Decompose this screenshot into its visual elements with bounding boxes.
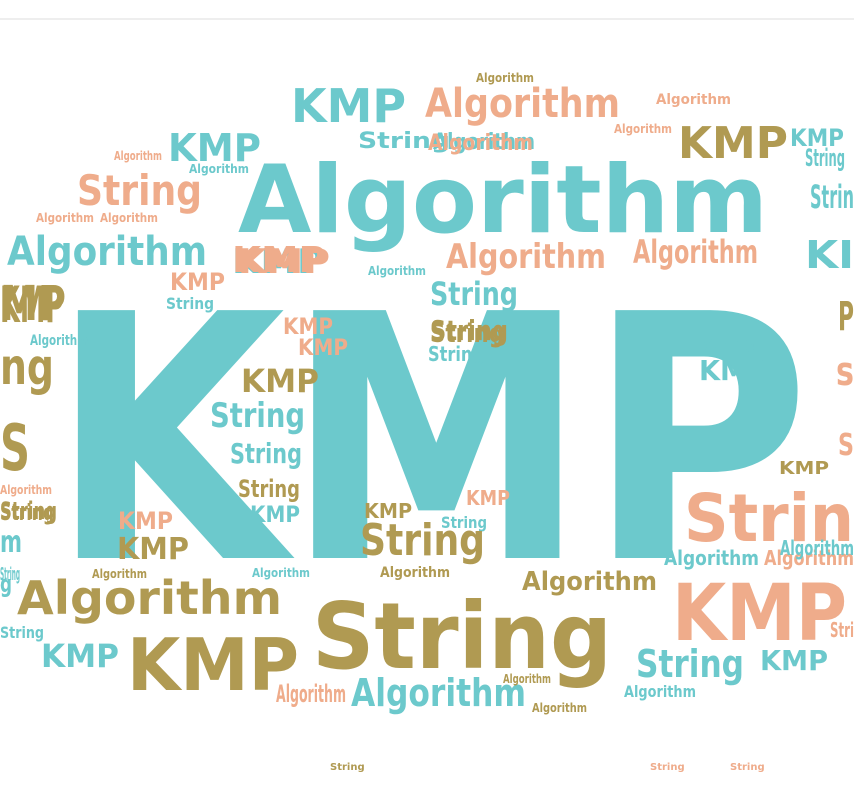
cloud-word-algorithm: Algorithm: [351, 671, 526, 715]
cloud-word-kmp: KMP: [364, 499, 412, 523]
cloud-word-strin: Strin: [810, 178, 854, 216]
cloud-word-string: String: [312, 583, 612, 690]
cloud-word-kmp: KMP: [672, 569, 847, 659]
cloud-word-algorithm: Algorithm: [614, 122, 672, 136]
cloud-word-string: String: [441, 513, 487, 532]
cloud-word-string: String: [730, 762, 765, 773]
cloud-word-string: String: [636, 642, 744, 686]
cloud-word-algorithm: Algorithm: [276, 680, 346, 708]
cloud-word-algorithm: Algorithm: [114, 149, 162, 163]
cloud-word-string: String: [805, 144, 845, 172]
cloud-word-algorithm: Algorithm: [425, 81, 620, 127]
cloud-word-mp: MP: [0, 276, 66, 332]
cloud-word-string: String: [330, 762, 365, 773]
cloud-word-algorithm: Algorithm: [656, 92, 731, 108]
cloud-word-string: String: [77, 166, 202, 215]
cloud-word-stri: Stri: [830, 618, 854, 642]
cloud-word-algorithm: Algorithm: [522, 567, 657, 597]
cloud-word-algorithm: Algorithm: [100, 211, 158, 225]
cloud-word-algorithm: Algorithm: [17, 571, 282, 625]
cloud-word-p: P: [838, 294, 854, 340]
cloud-word-s: S: [838, 428, 854, 463]
cloud-word-string: String: [166, 294, 214, 313]
cloud-word-string: String: [0, 564, 20, 585]
cloud-word-s: S: [0, 412, 30, 486]
cloud-word-string: String: [430, 314, 508, 347]
cloud-word-string: String: [0, 623, 44, 642]
cloud-word-kmp: KMP: [466, 486, 510, 510]
cloud-word-kmp: KMP: [41, 637, 119, 675]
top-divider: [0, 18, 854, 20]
cloud-word-algorithm: Algorithm: [780, 536, 854, 560]
cloud-word-ng: ng: [0, 338, 54, 396]
cloud-word-kmp: KMP: [678, 118, 788, 169]
cloud-word-kmp: KMP: [0, 276, 64, 334]
cloud-word-algorithm: Algorithm: [92, 567, 147, 581]
cloud-word-strin: Strin: [684, 480, 854, 557]
cloud-word-algorithm: Algorithm: [30, 333, 88, 349]
cloud-word-kmp: KMP: [232, 242, 324, 282]
cloud-word-m: m: [0, 525, 22, 560]
cloud-word-kmp: KMP: [779, 458, 829, 479]
cloud-word-kmp: KMP: [232, 240, 326, 281]
cloud-word-algorithm: Algorithm: [368, 264, 426, 278]
cloud-word-string: String: [0, 497, 57, 525]
cloud-word-algorithm: Algorithm: [238, 146, 768, 255]
cloud-word-string: String: [210, 396, 305, 436]
cloud-word-algorithm: Algorithm: [189, 162, 249, 176]
cloud-word-algorithm: Algorithm: [633, 233, 758, 271]
cloud-word-algorithm: Algorithm: [764, 546, 854, 570]
cloud-word-algorithm: Algorithm: [624, 682, 696, 701]
cloud-word-algorithm: Algorithm: [433, 130, 535, 155]
cloud-word-algorithm: Algorithm: [380, 565, 450, 581]
cloud-word-string: String: [238, 475, 300, 503]
cloud-word-algorithm: Algorithm: [428, 131, 533, 156]
cloud-word-string: String: [360, 515, 485, 566]
cloud-word-kmp: KMP: [118, 507, 173, 535]
cloud-word-string: String: [0, 501, 54, 526]
cloud-word-algorithm: Algorithm: [252, 566, 310, 580]
cloud-word-string: String: [230, 437, 302, 470]
cloud-word-s: s: [836, 349, 854, 395]
cloud-word-algorithm: Algorithm: [503, 672, 551, 686]
cloud-word-g: g: [0, 570, 12, 598]
cloud-word-string: String: [650, 762, 685, 773]
cloud-word-kmp: KMP: [790, 124, 844, 152]
cloud-word-kmp: KMP: [117, 532, 189, 567]
cloud-word-algorithm: Algorithm: [476, 71, 534, 85]
cloud-word-kmp: KMP: [238, 242, 330, 282]
cloud-word-algorithm: Algorithm: [7, 229, 207, 275]
cloud-word-string: String: [430, 275, 518, 313]
cloud-word-string: String: [430, 319, 504, 349]
cloud-word-kmp: KMP: [298, 336, 348, 361]
cloud-word-algorithm: Algorithm: [532, 701, 587, 715]
cloud-word-kmp: KMP: [250, 503, 300, 528]
cloud-word-string: String: [703, 334, 755, 355]
cloud-word-kmp: KMP: [50, 243, 810, 639]
cloud-word-kmp: KMP: [127, 623, 299, 707]
cloud-word-ki: KI: [805, 233, 854, 277]
cloud-word-kmp: KMP: [283, 315, 333, 340]
cloud-word-kmp: KMP: [241, 362, 319, 400]
cloud-word-string: String: [358, 129, 450, 154]
cloud-word-algorithm: Algorithm: [36, 211, 94, 225]
cloud-word-algorithm: Algorithm: [0, 483, 52, 497]
cloud-word-algorithm: Algorithm: [664, 546, 759, 570]
cloud-word-kmp: KMP: [170, 268, 225, 296]
cloud-word-kmp: KMP: [168, 126, 261, 170]
cloud-word-kmp: KMP: [699, 354, 767, 387]
cloud-word-kmp: KMP: [760, 644, 828, 677]
cloud-word-kmp: KMP: [291, 79, 406, 133]
cloud-word-string: String: [428, 342, 484, 366]
cloud-word-algorithm: Algorithm: [446, 237, 606, 277]
